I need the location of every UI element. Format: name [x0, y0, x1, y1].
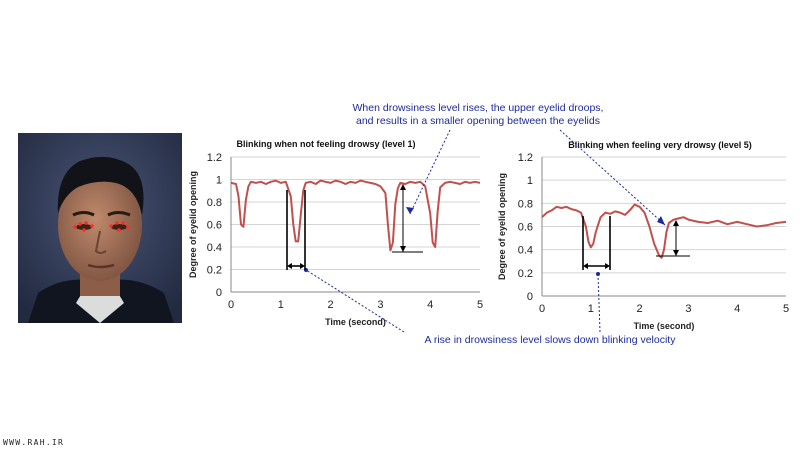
y-tick-label: 0.4 — [518, 245, 533, 257]
annotation-top-line2: and results in a smaller opening between… — [356, 115, 600, 127]
x-tick-label: 5 — [783, 303, 789, 315]
connector-top-right — [559, 129, 666, 226]
chart-title: Blinking when not feeling drowsy (level … — [236, 139, 415, 149]
y-axis-label: Degree of eyelid opening — [497, 173, 507, 280]
x-axis-label: Time (second) — [634, 321, 695, 331]
y-tick-label: 1.2 — [518, 152, 533, 164]
x-tick-label: 3 — [685, 303, 691, 315]
connector-arrowhead — [657, 216, 665, 225]
watermark: WWW.RAH.IR — [3, 438, 65, 447]
x-tick-label: 4 — [427, 299, 433, 311]
y-tick-label: 0.8 — [518, 198, 533, 210]
x-tick-label: 3 — [377, 299, 383, 311]
x-tick-label: 2 — [328, 299, 334, 311]
connector-dot — [596, 272, 600, 276]
y-tick-label: 1 — [527, 175, 533, 187]
y-tick-label: 0.6 — [518, 222, 533, 234]
annotation-bottom: A rise in drowsiness level slows down bl… — [425, 334, 677, 346]
y-axis-label: Degree of eyelid opening — [188, 171, 198, 278]
x-tick-label: 1 — [278, 299, 284, 311]
x-tick-label: 2 — [637, 303, 643, 315]
y-tick-label: 0.4 — [207, 242, 222, 254]
y-tick-label: 0.8 — [207, 197, 222, 209]
x-tick-label: 5 — [477, 299, 483, 311]
connector-arrowhead — [406, 207, 414, 214]
y-tick-label: 0.6 — [207, 220, 222, 232]
chart-level-5: 0 0.2 0.4 0.6 0.8 1 1.2 0 1 2 3 4 5 Blinking when fee… — [497, 140, 789, 331]
y-tick-label: 0.2 — [518, 268, 533, 280]
blink-duration-marker — [582, 216, 611, 270]
connector-bottom-right — [597, 273, 601, 333]
x-axis-label: Time (second) — [325, 317, 386, 327]
series-line — [541, 203, 787, 259]
chart-title: Blinking when feeling very drowsy (level… — [568, 140, 752, 150]
x-tick-label: 1 — [588, 303, 594, 315]
eyelid-opening-marker — [656, 222, 690, 257]
eyelid-opening-marker — [392, 186, 423, 253]
x-tick-label: 0 — [228, 299, 234, 311]
y-tick-label: 0.2 — [207, 265, 222, 277]
x-tick-label: 4 — [734, 303, 740, 315]
y-tick-label: 0 — [216, 287, 222, 299]
y-tick-label: 1 — [216, 175, 222, 187]
connector-bottom-left — [305, 269, 405, 333]
chart-level-1: 0 0.2 0.4 0.6 0.8 1 1.2 0 1 2 3 4 5 Blinking when not… — [188, 139, 483, 327]
x-tick-label: 0 — [539, 303, 545, 315]
y-tick-label: 1.2 — [207, 152, 222, 164]
series-line — [230, 179, 481, 252]
y-tick-label: 0 — [527, 291, 533, 303]
annotation-top-line1: When drowsiness level rises, the upper e… — [353, 102, 604, 114]
face-photo — [18, 133, 182, 323]
connector-top-left — [409, 129, 451, 215]
